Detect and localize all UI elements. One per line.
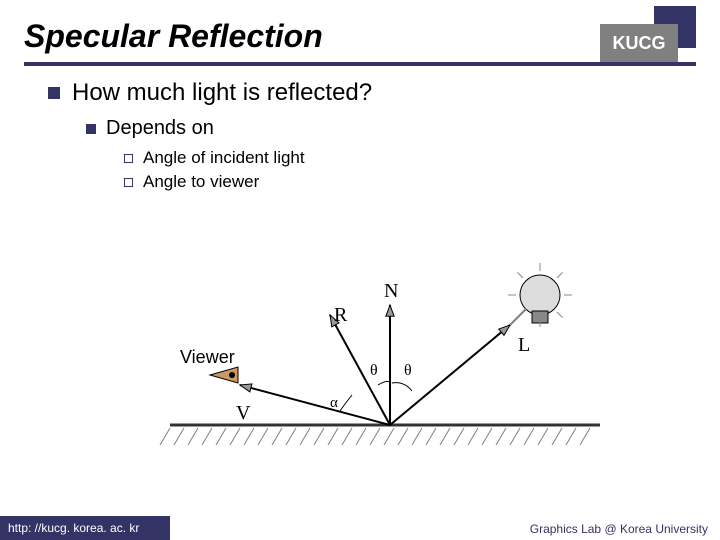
svg-text:Viewer: Viewer xyxy=(180,347,235,367)
svg-text:N: N xyxy=(384,280,398,302)
footer-lab: Graphics Lab @ Korea University xyxy=(530,522,708,536)
bullet-open-square-icon xyxy=(124,154,133,163)
svg-text:V: V xyxy=(236,402,251,424)
bullet-level2: Depends on xyxy=(86,117,720,140)
bullet-open-square-icon xyxy=(124,178,133,187)
bullet-level1: How much light is reflected? xyxy=(48,79,720,107)
kucg-badge: KUCG xyxy=(600,24,678,62)
svg-text:α: α xyxy=(330,395,338,411)
bullet-square-icon xyxy=(48,87,60,99)
bullet-l2-text: Depends on xyxy=(106,117,214,140)
reflection-diagram: N R L Vθ θ α Viewer xyxy=(130,225,610,485)
svg-text:θ: θ xyxy=(370,362,378,379)
bullet-square-small-icon xyxy=(86,124,96,134)
svg-text:θ: θ xyxy=(404,362,412,379)
footer-url: http: //kucg. korea. ac. kr xyxy=(0,516,170,540)
bullet-level3-a: Angle of incident light xyxy=(124,148,720,168)
content-area: How much light is reflected? Depends on … xyxy=(0,55,720,192)
bullet-l3a-text: Angle of incident light xyxy=(143,148,305,168)
svg-text:R: R xyxy=(334,304,348,326)
bullet-l1-text: How much light is reflected? xyxy=(72,79,372,107)
bullet-level3-b: Angle to viewer xyxy=(124,172,720,192)
title-divider xyxy=(24,62,696,66)
svg-text:L: L xyxy=(518,334,530,356)
bullet-l3b-text: Angle to viewer xyxy=(143,172,259,192)
